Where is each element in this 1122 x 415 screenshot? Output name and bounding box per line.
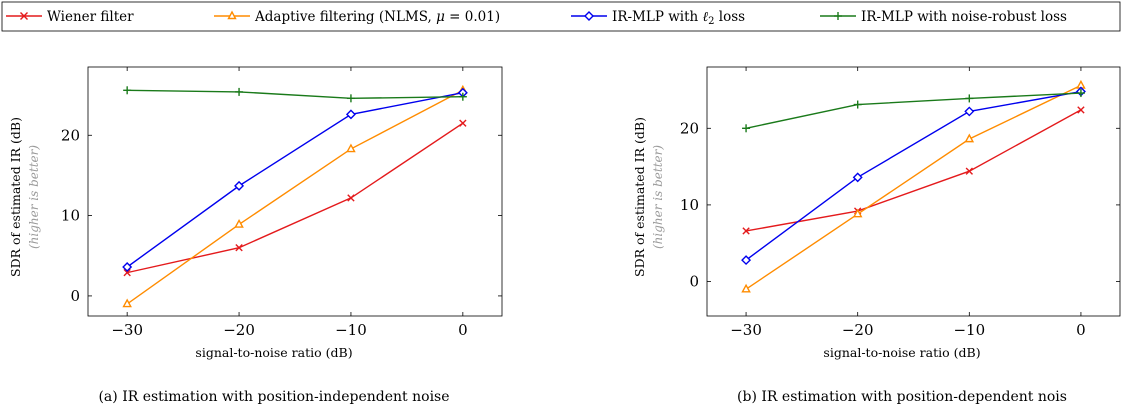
x-tick-label: 0 bbox=[1076, 321, 1086, 339]
data-point-l2-a bbox=[122, 262, 133, 272]
data-point-nlms-a bbox=[346, 143, 356, 153]
data-point-wiener-b bbox=[742, 227, 750, 235]
legend-marker-nlms bbox=[227, 10, 237, 20]
legend-label-nlms: Adaptive filtering (NLMS, μ = 0.01) bbox=[254, 9, 500, 25]
y-axis-note-a: (higher is better) bbox=[27, 145, 41, 249]
data-point-wiener-b bbox=[1077, 106, 1085, 114]
plot-frame-b bbox=[706, 66, 1121, 317]
series-line-l2-a bbox=[126, 92, 463, 268]
x-tick-label: −30 bbox=[111, 321, 143, 339]
legend-entry-robust: IR-MLP with noise-robust loss bbox=[820, 9, 1067, 25]
data-point-l2-b bbox=[964, 106, 975, 117]
data-point-l2-b bbox=[741, 255, 752, 266]
data-point-wiener-a bbox=[459, 119, 467, 127]
y-tick-label: 10 bbox=[61, 207, 80, 225]
series-line-robust-a bbox=[127, 89, 463, 100]
data-point-robust-a bbox=[458, 92, 467, 101]
chart-marks-b: −30 −20 −10 0 0 10 20 bbox=[680, 66, 1121, 339]
x-tick-label: −20 bbox=[223, 321, 255, 339]
x-tick-label: 0 bbox=[458, 321, 468, 339]
x-tick-label: −10 bbox=[335, 321, 367, 339]
legend-box bbox=[1, 1, 1121, 32]
y-tick-label: 10 bbox=[680, 196, 699, 214]
data-point-l2-b bbox=[852, 172, 863, 183]
legend-marker-wiener bbox=[20, 12, 28, 20]
data-point-nlms-a bbox=[234, 218, 244, 228]
data-point-robust-a bbox=[235, 87, 244, 96]
data-point-l2-a bbox=[345, 109, 356, 120]
legend-label-l2: IR-MLP with ℓ2 loss bbox=[612, 9, 745, 27]
data-point-robust-a bbox=[123, 86, 132, 95]
legend: Wiener filter Adaptive filtering (NLMS, … bbox=[1, 1, 1121, 32]
y-tick-label: 20 bbox=[680, 119, 699, 137]
data-point-robust-b bbox=[742, 124, 751, 133]
legend-label-robust: IR-MLP with noise-robust loss bbox=[861, 9, 1067, 25]
chart-marks-a: −30 −20 −10 0 0 10 20 bbox=[61, 66, 503, 339]
legend-marker-l2 bbox=[584, 11, 594, 21]
series-line-l2-b bbox=[745, 90, 1082, 261]
data-point-wiener-a bbox=[123, 268, 131, 277]
legend-entry-nlms: Adaptive filtering (NLMS, μ = 0.01) bbox=[214, 9, 500, 25]
data-point-nlms-b bbox=[852, 208, 863, 218]
x-tick-label: −30 bbox=[730, 321, 762, 339]
series-line-wiener-b bbox=[745, 109, 1082, 232]
legend-marker-robust bbox=[834, 12, 842, 20]
plot-frame-a bbox=[87, 66, 503, 317]
y-tick-label: 0 bbox=[70, 287, 80, 305]
data-point-nlms-b bbox=[964, 133, 975, 143]
chart-panel-a: SDR of estimated IR (dB) (higher is bett… bbox=[8, 66, 503, 405]
data-point-robust-a bbox=[346, 94, 355, 103]
data-point-nlms-a bbox=[122, 298, 132, 308]
data-point-robust-b bbox=[1076, 89, 1085, 98]
caption-a: (a) IR estimation with position-independ… bbox=[98, 389, 449, 405]
y-axis-note-b: (higher is better) bbox=[651, 145, 665, 249]
x-tick-label: −10 bbox=[953, 321, 985, 339]
y-tick-label: 0 bbox=[689, 273, 699, 291]
series-line-nlms-a bbox=[126, 89, 464, 305]
legend-entry-wiener: Wiener filter bbox=[6, 9, 134, 25]
legend-label-wiener: Wiener filter bbox=[47, 9, 134, 25]
data-point-wiener-a bbox=[235, 244, 243, 252]
x-tick-label: −20 bbox=[842, 321, 874, 339]
data-point-wiener-b bbox=[965, 167, 974, 175]
data-point-robust-b bbox=[853, 100, 862, 109]
y-axis-label-b: SDR of estimated IR (dB) bbox=[632, 117, 647, 277]
x-axis-label-a: signal-to-noise ratio (dB) bbox=[195, 345, 352, 360]
data-point-robust-b bbox=[965, 94, 974, 103]
data-point-nlms-b bbox=[741, 283, 751, 293]
y-axis-label-a: SDR of estimated IR (dB) bbox=[8, 117, 23, 277]
x-axis-label-b: signal-to-noise ratio (dB) bbox=[823, 345, 980, 360]
data-point-wiener-a bbox=[347, 194, 355, 202]
y-tick-label: 20 bbox=[61, 126, 80, 144]
data-point-l2-a bbox=[234, 180, 245, 191]
series-line-wiener-a bbox=[127, 122, 464, 274]
caption-b: (b) IR estimation with position-dependen… bbox=[737, 389, 1067, 405]
series-line-robust-b bbox=[745, 92, 1081, 129]
chart-panel-b: SDR of estimated IR (dB) (higher is bett… bbox=[632, 66, 1121, 405]
series-line-nlms-b bbox=[745, 84, 1082, 290]
